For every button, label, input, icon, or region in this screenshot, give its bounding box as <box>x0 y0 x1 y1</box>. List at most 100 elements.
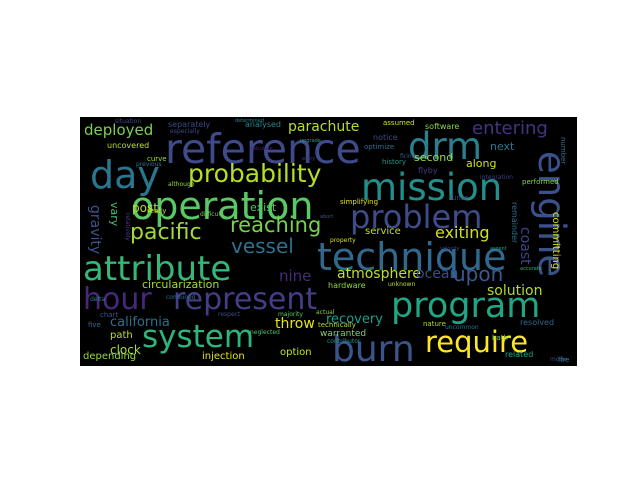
word-require: require <box>425 325 529 359</box>
word-nine: nine <box>279 267 312 285</box>
word-pacific: pacific <box>130 220 202 245</box>
word-lunar: lunar <box>450 194 468 202</box>
word-deployed: deployed <box>84 121 154 139</box>
word-property: property <box>330 237 356 244</box>
word-option: option <box>280 347 312 358</box>
word-cloud-panel: reference drm mission engine day probabi… <box>80 117 577 366</box>
word-represent: represent <box>173 282 318 317</box>
word-performed: performed <box>522 178 559 186</box>
word-vary: vary <box>108 202 121 227</box>
word-committing: committing <box>550 212 561 270</box>
word-injection: injection <box>202 351 245 362</box>
word-combined: combined <box>166 294 196 301</box>
word-coast: coast <box>517 227 533 265</box>
word-curve: curve <box>147 155 167 163</box>
word-calculate: calculate <box>250 146 273 152</box>
word-upgrade: upgrade <box>300 138 321 144</box>
word-really: really <box>147 207 167 215</box>
word-assumed: assumed <box>383 119 415 127</box>
word-service: service <box>365 226 401 237</box>
word-path: path <box>110 330 133 341</box>
word-chart: chart <box>100 311 119 319</box>
word-california: california <box>110 315 170 330</box>
word-unknown: unknown <box>388 281 416 288</box>
word-neglected: neglected <box>250 329 280 336</box>
word-number: number <box>559 137 567 165</box>
word-difficult: difficult <box>200 211 223 218</box>
word-especially: especially <box>170 128 200 135</box>
word-majority: majority <box>278 311 303 318</box>
word-hour: hour <box>83 282 152 317</box>
word-exiting: exiting <box>435 223 490 242</box>
word-problem: problem <box>350 198 483 236</box>
word-throw: throw <box>275 316 315 332</box>
word-system: system <box>142 319 255 355</box>
word-reference: reference <box>165 125 361 173</box>
word-integration: integration <box>480 174 513 181</box>
word-software: software <box>425 122 460 131</box>
word-circularization: circularization <box>142 278 220 291</box>
word-technically: technically <box>318 321 356 329</box>
word-bath: bath <box>492 334 508 342</box>
word-technique: technique <box>317 235 507 279</box>
word-next: next <box>490 140 515 153</box>
word-depending: depending <box>83 351 137 362</box>
word-attribute: attribute <box>83 249 232 289</box>
word-simplifying: simplifying <box>340 198 379 206</box>
word-vessel: vessel <box>231 234 294 258</box>
word-post: post <box>132 201 158 215</box>
word-entering: entering <box>472 118 548 139</box>
word-although: although <box>168 181 195 188</box>
word-respect: respect <box>218 311 241 318</box>
word-uncommon: uncommon <box>445 324 479 331</box>
word-reaching: reaching <box>230 213 322 237</box>
word-atmosphere: atmosphere <box>337 266 421 282</box>
word-entry: entry <box>302 156 316 162</box>
word-accurate: accurate <box>520 266 542 272</box>
word-drm: drm <box>408 125 483 168</box>
word-ascent: ascent <box>490 246 507 252</box>
word-five: five <box>88 321 101 329</box>
word-optimize: optimize <box>364 143 395 151</box>
word-history: history <box>382 158 407 166</box>
word-actual: actual <box>316 309 335 316</box>
word-nature: nature <box>423 320 446 328</box>
word-resolved: resolved <box>520 318 555 327</box>
word-clock: clock <box>110 343 141 357</box>
word-remainder: remainder <box>510 202 519 244</box>
word-mission: mission <box>361 166 503 209</box>
word-contributor: contributor <box>327 338 361 345</box>
word-mode: mode <box>550 356 568 363</box>
word-uncovered: uncovered <box>107 141 150 150</box>
word-upon: upon <box>453 262 504 286</box>
word-day: day <box>90 153 160 197</box>
word-exist: exist <box>250 201 277 214</box>
word-burn: burn <box>332 329 415 367</box>
word-firing: firing <box>400 153 416 160</box>
word-delta: delta <box>90 296 106 303</box>
word-probability: probability <box>188 159 322 188</box>
word-abort: abort <box>320 214 334 220</box>
word-velocity: velocity <box>440 246 460 252</box>
word-notice: notice <box>373 133 398 142</box>
word-analysed: analysed <box>245 120 281 129</box>
word-gravity: gravity <box>87 205 103 255</box>
word-warranted: warranted <box>320 329 367 339</box>
word-hardware: hardware <box>328 281 366 290</box>
word-flyby: flyby <box>418 166 438 175</box>
word-parachute: parachute <box>288 119 360 135</box>
word-program: program <box>391 286 541 326</box>
word-ocean: ocean <box>416 266 459 282</box>
word-situation: situation <box>115 118 142 125</box>
word-second: second <box>414 151 454 164</box>
word-recovery: recovery <box>326 312 383 327</box>
word-separately: separately <box>168 120 211 129</box>
word-operation: operation <box>131 184 314 228</box>
word-along: along <box>466 157 497 170</box>
word-determined: determined <box>235 118 264 124</box>
word-fire: fire <box>558 356 570 364</box>
word-solution: solution <box>487 283 543 299</box>
word-relatively: relatively <box>124 213 131 241</box>
word-previous: previous <box>136 161 162 168</box>
word-related: related <box>505 350 534 359</box>
